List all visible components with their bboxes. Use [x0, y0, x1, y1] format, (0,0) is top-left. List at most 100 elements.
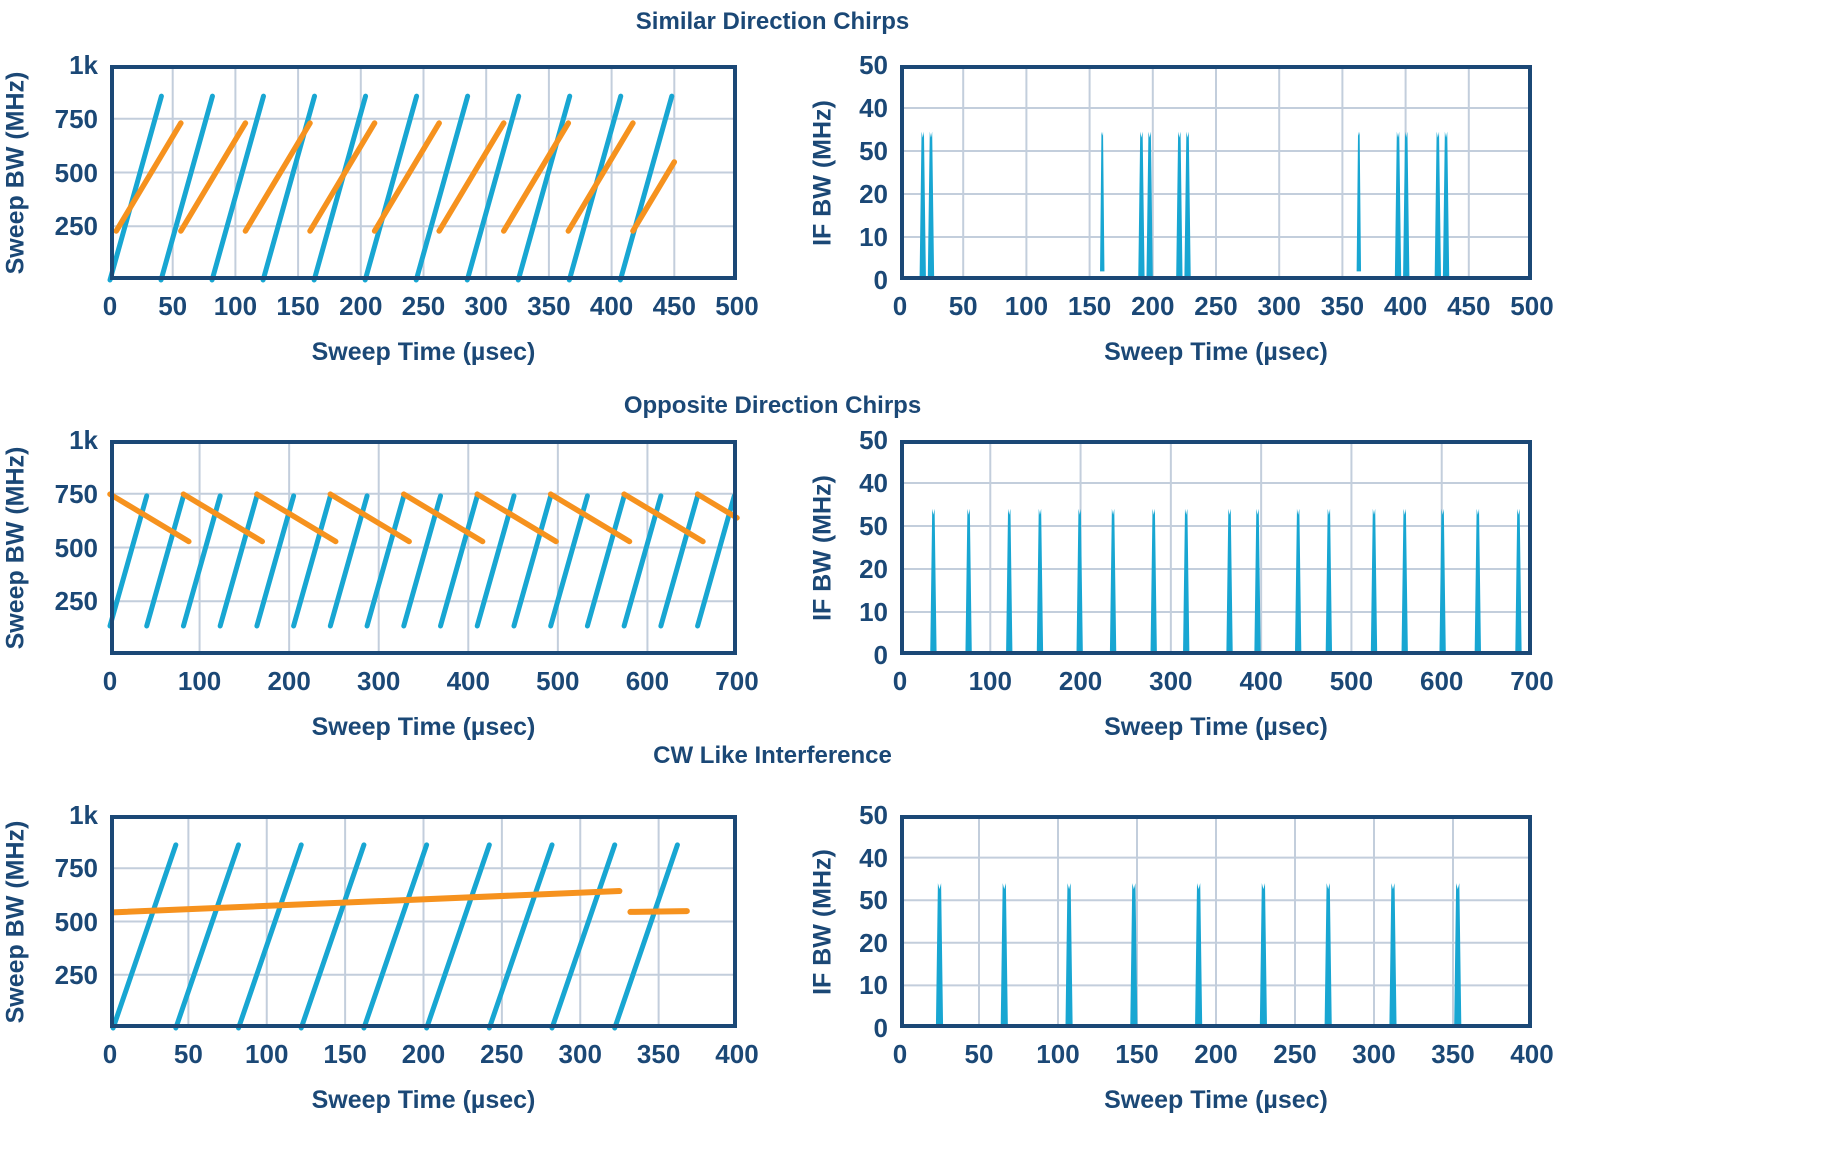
x-axis-label: Sweep Time (µsec) — [1104, 338, 1328, 366]
interferer-chirps — [401, 491, 486, 545]
x-tick-label: 400 — [715, 1039, 759, 1069]
victim-chirps — [617, 93, 675, 283]
y-axis-label: IF BW (MHz) — [808, 474, 836, 621]
y-tick-label: 50 — [859, 800, 888, 830]
x-tick-label: 250 — [401, 291, 446, 321]
x-tick-label: 100 — [177, 666, 222, 696]
victim-chirps — [413, 93, 471, 283]
if-spike — [1474, 508, 1482, 655]
victim-chirps — [464, 93, 522, 283]
cw-interferer — [110, 888, 623, 916]
victim-chirps — [260, 93, 318, 283]
x-tick-label: 600 — [1420, 666, 1464, 696]
if-spike — [1442, 131, 1450, 280]
victim-chirps — [107, 93, 164, 283]
victim-chirps — [311, 93, 369, 283]
x-tick-label: 300 — [1149, 666, 1193, 696]
x-tick-label: 100 — [213, 291, 258, 321]
x-tick-label: 200 — [1194, 1039, 1238, 1069]
plot-border — [900, 440, 1532, 655]
x-tick-label: 150 — [1115, 1039, 1159, 1069]
plot-svg — [900, 815, 1532, 1028]
victim-chirps — [438, 493, 480, 629]
x-tick-label: 400 — [446, 666, 490, 696]
if-spike — [1370, 508, 1378, 655]
y-tick-label: 750 — [54, 103, 98, 134]
x-tick-label: 200 — [401, 1039, 446, 1069]
victim-chirps — [658, 493, 701, 629]
plot-border — [900, 815, 1532, 1028]
x-tick-label: 0 — [102, 291, 118, 321]
y-tick-label: 20 — [859, 554, 888, 584]
y-axis-label: IF BW (MHz) — [808, 848, 836, 995]
interferer-chirps — [565, 120, 636, 234]
x-tick-label: 150 — [1067, 291, 1112, 321]
x-tick-label: 300 — [558, 1039, 602, 1069]
plot-border — [110, 65, 737, 280]
victim-chirps — [180, 493, 223, 629]
y-tick-label: 10 — [859, 222, 888, 252]
interferer-chirps — [630, 159, 678, 234]
x-tick-label: 600 — [625, 666, 670, 696]
victim-chirps — [291, 493, 333, 629]
x-tick-label: 450 — [1447, 291, 1491, 321]
row-title-similar-direction: Similar Direction Chirps — [635, 8, 910, 35]
if-spike — [935, 883, 944, 1028]
x-tick-label: 350 — [527, 291, 571, 321]
interferer-chirps — [436, 120, 507, 234]
x-tick-label: 300 — [1257, 291, 1301, 321]
interferer-chirps — [307, 120, 378, 234]
x-tick-label: 400 — [1383, 291, 1428, 321]
if-spike — [919, 131, 926, 280]
plot-svg — [900, 65, 1532, 280]
x-tick-label: 250 — [1194, 291, 1238, 321]
if-spike — [1130, 883, 1138, 1028]
interferer-chirps — [474, 491, 559, 545]
plot-area — [900, 815, 1532, 1028]
x-tick-label: 250 — [480, 1039, 524, 1069]
if-spike — [1195, 883, 1203, 1028]
victim-chirps — [584, 493, 627, 629]
x-tick-label: 500 — [715, 291, 759, 321]
if-spike — [1515, 508, 1522, 655]
victim-chirps — [209, 93, 266, 283]
victim-chirps — [144, 493, 186, 629]
if-spike — [1184, 131, 1191, 280]
if-spike — [1065, 883, 1073, 1028]
victim-chirps — [621, 493, 664, 629]
victim-chirps — [566, 93, 624, 283]
if-spike — [1259, 883, 1267, 1028]
x-tick-label: 100 — [1004, 291, 1049, 321]
victim-chirps — [424, 842, 492, 1031]
victim-chirps — [515, 93, 573, 283]
y-tick-label: 50 — [859, 425, 888, 455]
x-tick-label: 500 — [1329, 666, 1374, 696]
interferer-chirps — [254, 491, 339, 545]
if-spike — [1254, 508, 1261, 655]
x-tick-label: 0 — [102, 666, 118, 696]
if-spike — [1183, 508, 1190, 655]
x-tick-label: 500 — [536, 666, 580, 696]
if-spike — [1356, 131, 1362, 272]
y-tick-label: 250 — [54, 211, 98, 242]
victim-chirps — [236, 842, 304, 1031]
y-tick-label: 1k — [69, 800, 98, 830]
x-tick-label: 700 — [715, 666, 759, 696]
y-tick-label: 20 — [859, 927, 888, 958]
x-tick-label: 350 — [636, 1039, 681, 1069]
interferer-chirps — [694, 491, 740, 521]
interferer-chirps — [547, 491, 633, 545]
if-spike — [1439, 508, 1446, 655]
plot-svg — [110, 815, 737, 1031]
y-tick-label: 10 — [859, 597, 888, 627]
victim-chirps — [695, 493, 737, 629]
x-tick-label: 50 — [964, 1039, 994, 1069]
x-tick-label: 350 — [1431, 1039, 1475, 1069]
interferer-chirps — [113, 120, 184, 234]
victim-chirps — [486, 842, 555, 1031]
if-spike — [1146, 131, 1153, 280]
